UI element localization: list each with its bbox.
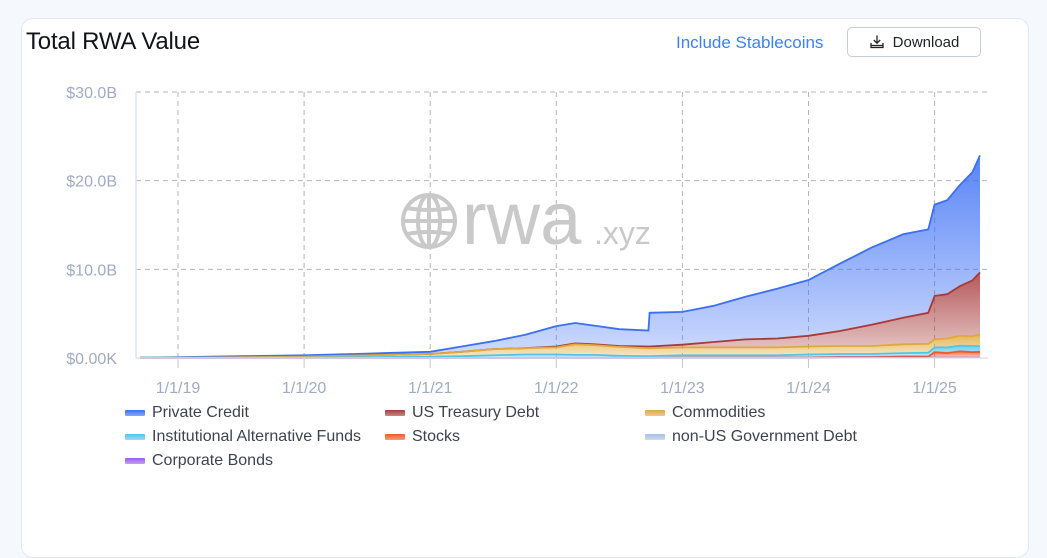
legend-swatch-icon <box>125 434 145 440</box>
legend-item-stocks[interactable]: Stocks <box>385 427 645 447</box>
x-axis-tick-label: 1/1/21 <box>408 380 453 397</box>
legend-label: Corporate Bonds <box>152 452 273 470</box>
legend-swatch-icon <box>125 458 145 464</box>
download-label: Download <box>893 34 960 51</box>
x-axis-tick-label: 1/1/20 <box>282 380 327 397</box>
y-axis-tick-label: $20.0B <box>66 174 117 191</box>
legend-swatch-icon <box>645 410 665 416</box>
card-title: Total RWA Value <box>26 28 200 56</box>
legend-item-us-treasury-debt[interactable]: US Treasury Debt <box>385 403 645 423</box>
legend-label: Institutional Alternative Funds <box>152 428 361 446</box>
legend-swatch-icon <box>385 434 405 440</box>
x-axis-tick-label: 1/1/25 <box>912 380 957 397</box>
legend-item-commodities[interactable]: Commodities <box>645 403 905 423</box>
y-axis-tick-label: $0.00K <box>66 351 117 368</box>
legend-item-non-us-government-debt[interactable]: non-US Government Debt <box>645 427 905 447</box>
x-axis-tick-label: 1/1/22 <box>534 380 579 397</box>
legend-swatch-icon <box>125 410 145 416</box>
y-axis-tick-label: $10.0B <box>66 262 117 279</box>
legend-item-institutional-alternative-funds[interactable]: Institutional Alternative Funds <box>125 427 385 447</box>
legend-item-private-credit[interactable]: Private Credit <box>125 403 385 423</box>
legend-label: Private Credit <box>152 404 249 422</box>
globe-icon <box>403 195 455 247</box>
rwa-watermark: rwa .xyz <box>403 177 651 260</box>
include-stablecoins-toggle[interactable]: Include Stablecoins <box>676 33 823 53</box>
x-axis-tick-label: 1/1/24 <box>786 380 831 397</box>
legend-label: Commodities <box>672 404 765 422</box>
chart-legend: Private Credit US Treasury Debt Commodit… <box>125 403 985 471</box>
watermark-suffix-text: .xyz <box>594 215 651 251</box>
x-axis-tick-label: 1/1/23 <box>660 380 705 397</box>
download-icon <box>869 34 885 50</box>
legend-item-corporate-bonds[interactable]: Corporate Bonds <box>125 451 385 471</box>
watermark-main-text: rwa <box>462 177 582 260</box>
legend-label: Stocks <box>412 428 460 446</box>
download-button[interactable]: Download <box>847 27 981 57</box>
x-axis-tick-label: 1/1/19 <box>156 380 201 397</box>
y-axis-tick-label: $30.0B <box>66 85 117 102</box>
legend-swatch-icon <box>645 434 665 440</box>
legend-label: US Treasury Debt <box>412 404 539 422</box>
legend-swatch-icon <box>385 410 405 416</box>
legend-label: non-US Government Debt <box>672 428 857 446</box>
